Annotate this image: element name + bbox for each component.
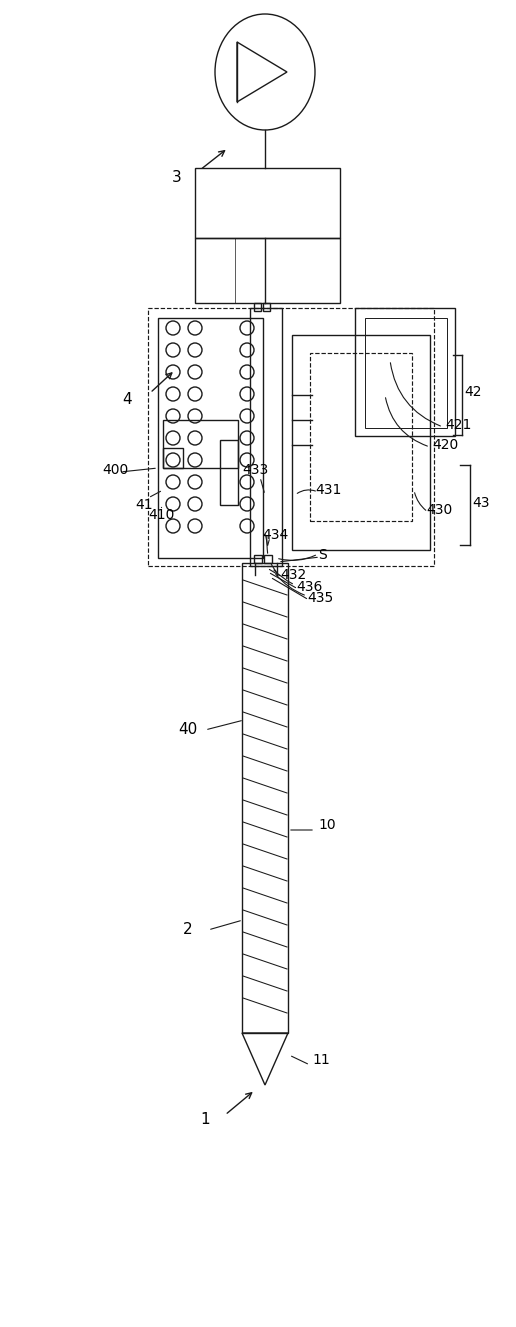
Bar (292, 334, 430, 549)
Bar (264, 555, 272, 563)
Bar (220, 441, 238, 506)
Text: 433: 433 (242, 463, 268, 476)
Text: 430: 430 (426, 503, 452, 518)
Text: 432: 432 (280, 568, 307, 583)
Text: 420: 420 (432, 438, 458, 453)
Text: 3: 3 (172, 170, 182, 186)
Text: 4: 4 (122, 393, 132, 407)
Bar (365, 318, 447, 429)
Text: 1: 1 (200, 1112, 209, 1128)
Bar (250, 308, 282, 567)
Text: 434: 434 (262, 528, 288, 541)
Bar (195, 238, 340, 303)
Bar (310, 353, 412, 522)
Bar (163, 449, 183, 468)
Text: 431: 431 (315, 483, 342, 498)
Text: 400: 400 (102, 463, 128, 476)
Text: 2: 2 (183, 922, 192, 937)
Text: 43: 43 (472, 496, 490, 510)
Bar (148, 308, 434, 567)
Text: S: S (318, 548, 327, 563)
Text: 41: 41 (135, 498, 153, 512)
Text: 435: 435 (307, 591, 333, 605)
Text: 42: 42 (464, 385, 481, 399)
Bar (195, 169, 340, 238)
Bar (263, 303, 270, 311)
Bar (242, 563, 288, 1032)
Text: 436: 436 (296, 580, 322, 594)
Text: 410: 410 (148, 508, 174, 522)
Bar (163, 421, 238, 468)
Bar (158, 318, 263, 557)
Bar (254, 555, 262, 563)
Text: 421: 421 (445, 418, 472, 433)
Text: 10: 10 (318, 817, 335, 832)
Bar (254, 303, 261, 311)
Text: 11: 11 (312, 1054, 330, 1067)
Text: 40: 40 (178, 722, 197, 738)
Bar (355, 308, 455, 437)
